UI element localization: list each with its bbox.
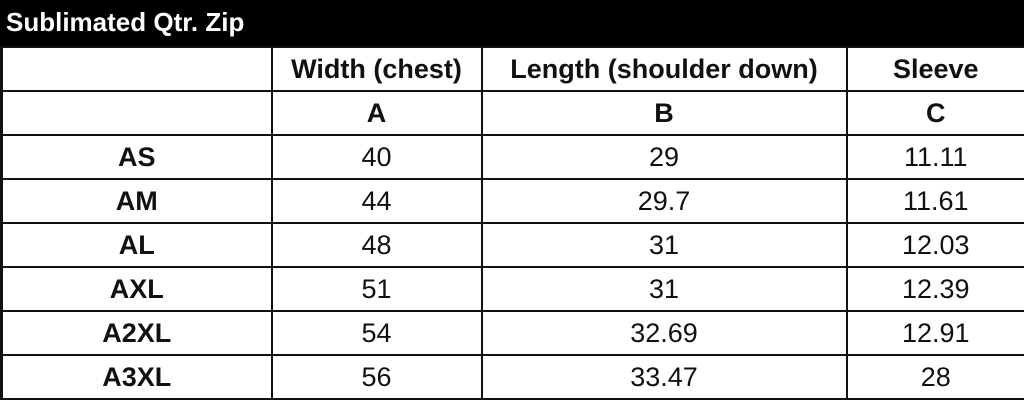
sleeve-cell: 12.91 [845,310,1024,356]
header-cell-width: Width (chest) [270,46,483,92]
length-cell: 31 [480,222,848,268]
sleeve-cell: 12.39 [845,266,1024,312]
width-cell: 56 [270,354,483,400]
header-cell-size [0,46,273,92]
table-row: A2XL 54 32.69 12.91 [0,310,1024,356]
sleeve-cell: 11.61 [845,178,1024,224]
code-cell-size [0,90,273,136]
length-cell: 33.47 [480,354,848,400]
length-cell: 32.69 [480,310,848,356]
size-cell: AS [0,134,273,180]
header-cell-length: Length (shoulder down) [480,46,848,92]
size-cell: A2XL [0,310,273,356]
table-row: AM 44 29.7 11.61 [0,178,1024,224]
table-row: AS 40 29 11.11 [0,134,1024,180]
sleeve-cell: 11.11 [845,134,1024,180]
table-title: Sublimated Qtr. Zip [0,0,1024,46]
width-cell: 44 [270,178,483,224]
code-cell-width: A [270,90,483,136]
table-row: AL 48 31 12.03 [0,222,1024,268]
sleeve-cell: 28 [845,354,1024,400]
size-cell: AXL [0,266,273,312]
code-cell-sleeve: C [845,90,1024,136]
table-row: A3XL 56 33.47 28 [0,354,1024,400]
length-cell: 29.7 [480,178,848,224]
code-cell-length: B [480,90,848,136]
header-row: Width (chest) Length (shoulder down) Sle… [0,46,1024,92]
size-chart-table: Width (chest) Length (shoulder down) Sle… [0,46,1024,400]
size-cell: AM [0,178,273,224]
width-cell: 54 [270,310,483,356]
width-cell: 40 [270,134,483,180]
width-cell: 51 [270,266,483,312]
length-cell: 29 [480,134,848,180]
width-cell: 48 [270,222,483,268]
code-row: A B C [0,90,1024,136]
size-cell: AL [0,222,273,268]
header-cell-sleeve: Sleeve [845,46,1024,92]
length-cell: 31 [480,266,848,312]
table-row: AXL 51 31 12.39 [0,266,1024,312]
size-cell: A3XL [0,354,273,400]
sleeve-cell: 12.03 [845,222,1024,268]
